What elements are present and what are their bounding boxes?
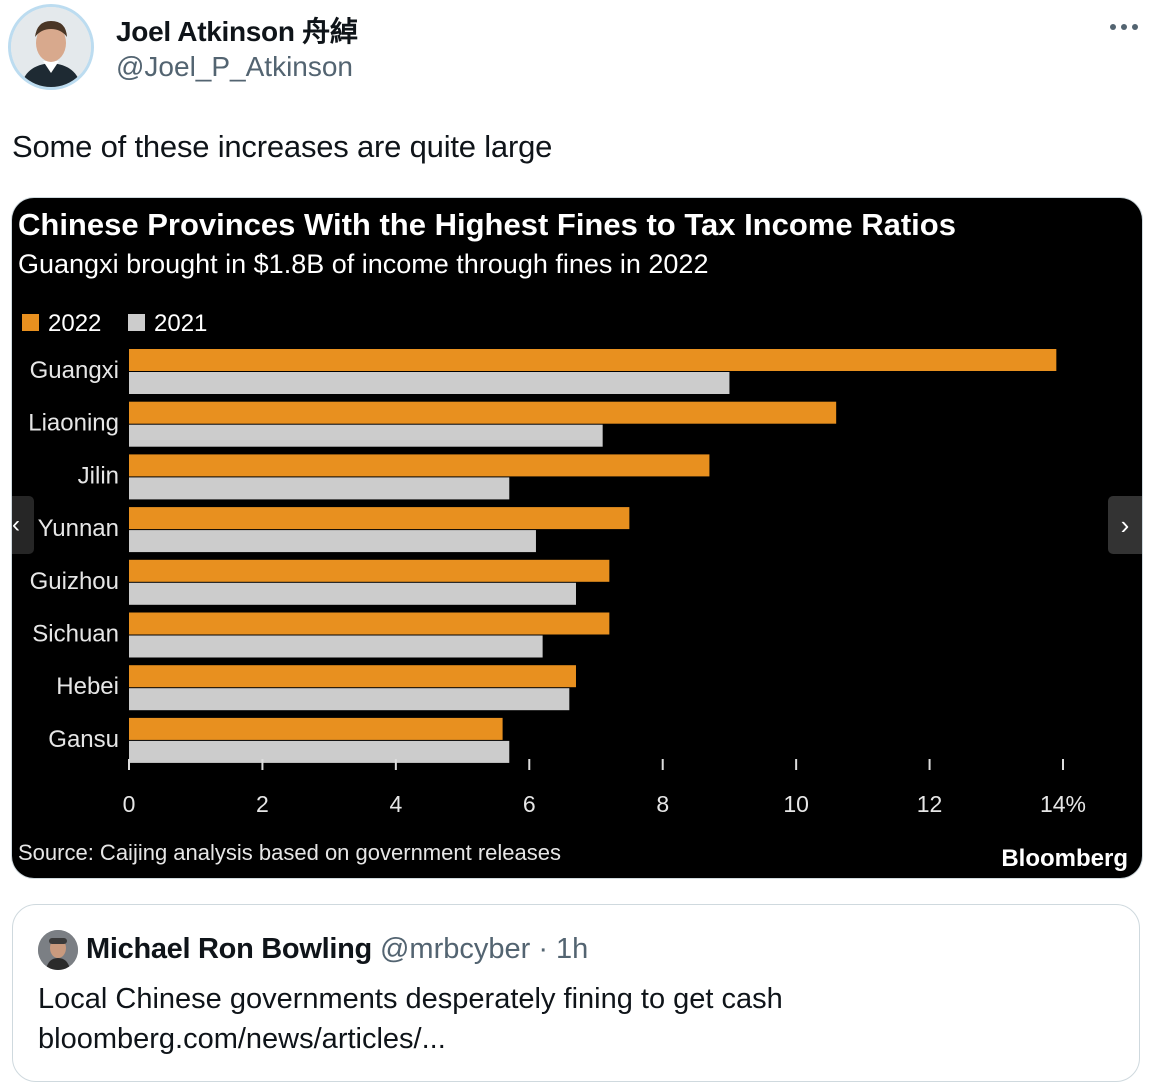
legend-label: 2021 xyxy=(154,310,207,337)
bar xyxy=(129,454,710,477)
author-display-name[interactable]: Joel Atkinson 舟綽 xyxy=(116,16,358,47)
x-tick-label: 2 xyxy=(256,791,269,817)
category-label: Yunnan xyxy=(38,515,119,542)
quoted-tweet[interactable]: Michael Ron Bowling @mrbcyber · 1h Local… xyxy=(12,904,1140,1082)
x-tick-label: 12 xyxy=(917,791,943,817)
bar xyxy=(129,612,610,635)
chart-title: Chinese Provinces With the Highest Fines… xyxy=(18,207,956,242)
bar xyxy=(129,559,610,582)
person-portrait-icon xyxy=(11,7,91,87)
bar xyxy=(129,349,1057,371)
next-image-button[interactable]: › xyxy=(1108,496,1142,554)
dot xyxy=(1110,24,1116,30)
bar xyxy=(129,372,730,394)
category-label: Guangxi xyxy=(30,357,119,384)
quoted-tweet-link[interactable]: bloomberg.com/news/articles/... xyxy=(38,1023,446,1055)
legend-swatch xyxy=(22,314,39,331)
quoted-tweet-header: Michael Ron Bowling @mrbcyber · 1h xyxy=(86,933,588,966)
bar-chart: Chinese Provinces With the Highest Fines… xyxy=(18,207,1128,872)
previous-image-button[interactable]: ‹ xyxy=(12,496,34,554)
x-tick-label: 10 xyxy=(783,791,809,817)
category-label: Guizhou xyxy=(30,568,119,595)
x-tick-label: 6 xyxy=(523,791,536,817)
category-label: Jilin xyxy=(78,462,119,489)
bar xyxy=(129,530,536,553)
x-tick-label: 0 xyxy=(123,791,136,817)
more-options-icon[interactable] xyxy=(1104,12,1144,42)
dot xyxy=(1121,24,1127,30)
tweet-text: Some of these increases are quite large xyxy=(12,129,553,164)
bloomberg-logo: Bloomberg xyxy=(1001,845,1128,872)
chart-source: Source: Caijing analysis based on govern… xyxy=(18,840,561,865)
author-avatar[interactable] xyxy=(8,4,94,90)
quoted-author-name[interactable]: Michael Ron Bowling xyxy=(86,933,372,965)
bar xyxy=(129,582,576,605)
category-label: Hebei xyxy=(56,673,119,700)
bar xyxy=(129,740,510,763)
quoted-author-avatar xyxy=(38,930,78,970)
x-tick-label: 4 xyxy=(389,791,402,817)
bar xyxy=(129,717,503,740)
media-image[interactable]: Chinese Provinces With the Highest Fines… xyxy=(12,198,1142,878)
author-handle[interactable]: @Joel_P_Atkinson xyxy=(116,51,354,82)
person-portrait-icon xyxy=(38,930,78,970)
category-label: Sichuan xyxy=(32,621,119,648)
bar xyxy=(129,507,630,530)
bar xyxy=(129,635,543,658)
quoted-tweet-text: Local Chinese governments desperately fi… xyxy=(38,983,783,1015)
legend-label: 2022 xyxy=(48,310,101,337)
bar xyxy=(129,424,603,447)
chart-subtitle: Guangxi brought in $1.8B of income throu… xyxy=(18,249,708,279)
bar xyxy=(129,665,576,688)
quoted-timestamp: · 1h xyxy=(530,933,589,965)
category-label: Liaoning xyxy=(28,410,119,437)
bar xyxy=(129,477,510,500)
category-label: Gansu xyxy=(48,726,119,753)
bar xyxy=(129,401,837,424)
x-tick-label: 14% xyxy=(1040,791,1086,817)
quoted-tweet-body: Local Chinese governments desperately fi… xyxy=(38,979,783,1059)
quoted-author-handle[interactable]: @mrbcyber xyxy=(379,933,531,965)
dot xyxy=(1132,24,1138,30)
bar xyxy=(129,688,570,711)
legend-swatch xyxy=(128,314,145,331)
x-tick-label: 8 xyxy=(656,791,669,817)
